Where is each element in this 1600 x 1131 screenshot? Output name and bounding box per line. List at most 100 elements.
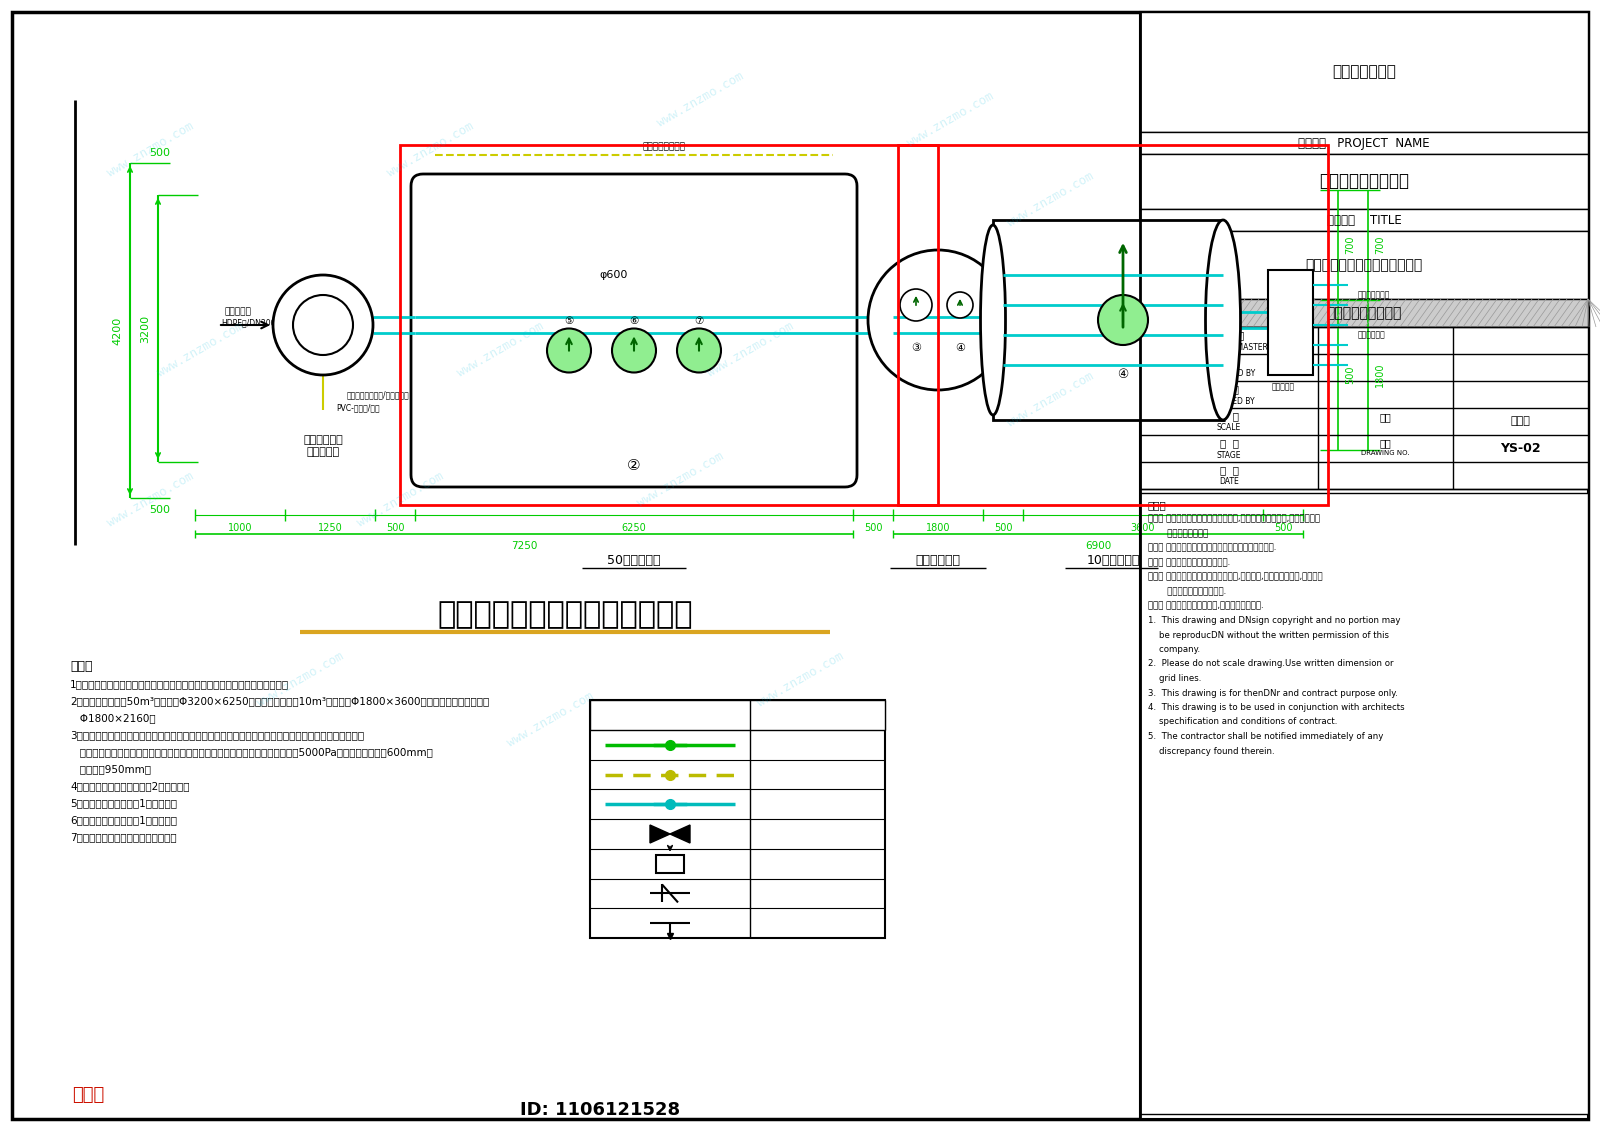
Bar <box>400 145 938 506</box>
FancyBboxPatch shape <box>411 174 858 487</box>
Circle shape <box>947 292 973 318</box>
Text: ⑥: ⑥ <box>629 316 638 326</box>
Text: 图号: 图号 <box>1379 438 1390 448</box>
Text: 雨水收集与利用系统平面布置图: 雨水收集与利用系统平面布置图 <box>1306 258 1422 271</box>
Text: TECHNICAL MASTER: TECHNICAL MASTER <box>1190 343 1267 352</box>
Text: 1250: 1250 <box>318 523 342 533</box>
Bar <box>1139 231 1587 299</box>
Circle shape <box>1098 295 1149 345</box>
Text: 3、本系统的雨水收集蓄水池、清水池、设备间全部采用玻璃钢材质，均由整体和封头组成，管体采用缠和: 3、本系统的雨水收集蓄水池、清水池、设备间全部采用玻璃钢材质，均由整体和封头组成… <box>70 729 365 740</box>
Text: 2.  Please do not scale drawing.Use written dimension or: 2. Please do not scale drawing.Use writt… <box>1149 659 1394 668</box>
Text: 设  计: 设 计 <box>1219 385 1238 394</box>
Text: 4200: 4200 <box>112 317 122 345</box>
Text: 由业主接入: 由业主接入 <box>224 308 251 317</box>
Text: 4.  This drawing is to be used in conjunction with architects: 4. This drawing is to be used in conjunc… <box>1149 703 1405 713</box>
Text: www.znzmo.com: www.znzmo.com <box>904 90 995 150</box>
Text: 给水管: 给水管 <box>805 737 830 752</box>
Text: www.znzmo.com: www.znzmo.com <box>704 320 795 380</box>
Text: www.znzmo.com: www.znzmo.com <box>1005 170 1096 230</box>
Text: PVC-排水管/排阻: PVC-排水管/排阻 <box>336 404 379 413</box>
Text: （一） 此设计图纸之版权归本公司所有,著有本公司书面批准,任何都份不得: （一） 此设计图纸之版权归本公司所有,著有本公司书面批准,任何都份不得 <box>1149 515 1320 524</box>
Text: 500: 500 <box>864 523 882 533</box>
Text: www.znzmo.com: www.znzmo.com <box>104 470 195 530</box>
Text: 注意：: 注意： <box>1149 500 1166 510</box>
Text: 1.  This drawing and DNsign copyright and no portion may: 1. This drawing and DNsign copyright and… <box>1149 616 1400 625</box>
Text: www.znzmo.com: www.znzmo.com <box>355 470 445 530</box>
Text: www.znzmo.com: www.znzmo.com <box>654 70 746 130</box>
Text: 6、玻璃钢清水池：设置1个检修口；: 6、玻璃钢清水池：设置1个检修口； <box>70 815 178 824</box>
Bar <box>1139 154 1587 209</box>
Text: ②: ② <box>627 458 642 473</box>
Text: （四） 使用此图时应同时参照建筑图纸,结构图纸,及其它有关图纸,施工说明: （四） 使用此图时应同时参照建筑图纸,结构图纸,及其它有关图纸,施工说明 <box>1149 572 1323 581</box>
Text: ④: ④ <box>1117 369 1128 381</box>
Text: 500: 500 <box>1346 365 1355 385</box>
Bar <box>1139 327 1587 489</box>
Text: www.znzmo.com: www.znzmo.com <box>155 320 245 380</box>
Text: 小循环处理用水: 小循环处理用水 <box>1358 291 1390 300</box>
Text: 技术出图专用章: 技术出图专用章 <box>1333 64 1395 79</box>
Text: 污水管: 污水管 <box>805 768 830 782</box>
Bar <box>590 700 885 729</box>
Circle shape <box>899 290 931 321</box>
Text: www.znzmo.com: www.znzmo.com <box>635 450 725 510</box>
Text: 2、蓄水池容积约为50m³，尺寸为Φ3200×6250。清水池容积约为10m³，尺寸为Φ1800×3600，玻璃钢设备间，尺寸为: 2、蓄水池容积约为50m³，尺寸为Φ3200×6250。清水池容积约为10m³，… <box>70 696 490 706</box>
Polygon shape <box>670 824 690 843</box>
Text: 1800: 1800 <box>1374 363 1386 387</box>
Bar <box>590 700 885 938</box>
Text: 审  核: 审 核 <box>1219 357 1238 366</box>
Text: 7250: 7250 <box>510 541 538 551</box>
Text: www.znzmo.com: www.znzmo.com <box>104 120 195 180</box>
Text: discrepancy found therein.: discrepancy found therein. <box>1149 746 1275 756</box>
Circle shape <box>677 328 722 372</box>
Text: 专业负责人: 专业负责人 <box>1213 330 1245 340</box>
Bar <box>898 145 1328 506</box>
Text: （二） 如须以比例量度此图，一切使图内数字所示为准.: （二） 如须以比例量度此图，一切使图内数字所示为准. <box>1149 544 1277 553</box>
Bar <box>994 221 1222 420</box>
Text: 3600: 3600 <box>1131 523 1155 533</box>
Text: 500: 500 <box>994 523 1013 533</box>
Text: STAGE: STAGE <box>1216 450 1242 459</box>
Text: 1000: 1000 <box>227 523 253 533</box>
Text: 1、本图仅为雨水收集系统平面布置示意图，具体可根据实际位置和系统调整；: 1、本图仅为雨水收集系统平面布置示意图，具体可根据实际位置和系统调整； <box>70 679 290 689</box>
Text: 项目名称   PROJECT  NAME: 项目名称 PROJECT NAME <box>1298 137 1430 149</box>
Text: ⑤: ⑤ <box>565 316 574 326</box>
Text: 雨水回收与利用项目: 雨水回收与利用项目 <box>1318 172 1410 190</box>
Text: DATE: DATE <box>1219 477 1238 486</box>
Bar <box>1139 209 1587 231</box>
Text: ④: ④ <box>955 343 965 353</box>
Bar <box>1139 12 1587 132</box>
Text: 一体化设备: 一体化设备 <box>307 447 339 457</box>
Text: HDPE管/DN300: HDPE管/DN300 <box>221 319 275 328</box>
Bar <box>1139 12 1587 1119</box>
Circle shape <box>867 250 1008 390</box>
Text: ③: ③ <box>910 343 922 353</box>
Bar <box>1139 299 1587 327</box>
Text: APPROVED BY: APPROVED BY <box>1202 370 1256 379</box>
Text: Y型过滤器: Y型过滤器 <box>797 916 838 930</box>
Text: grid lines.: grid lines. <box>1149 674 1202 683</box>
Text: Φ1800×2160；: Φ1800×2160； <box>70 713 155 723</box>
Text: be reproducDN without the written permission of this: be reproducDN without the written permis… <box>1149 630 1389 639</box>
Text: 500: 500 <box>386 523 405 533</box>
Text: 专业: 专业 <box>1379 412 1390 422</box>
Text: 1800: 1800 <box>926 523 950 533</box>
Text: 700: 700 <box>1346 235 1355 254</box>
Text: 6250: 6250 <box>622 523 646 533</box>
Text: YS-02: YS-02 <box>1499 441 1541 455</box>
Text: 4、玻璃钢雨水蓄水池：设置2个检修口；: 4、玻璃钢雨水蓄水池：设置2个检修口； <box>70 782 189 791</box>
Circle shape <box>547 328 590 372</box>
Text: www.znzmo.com: www.znzmo.com <box>755 650 845 710</box>
Text: company.: company. <box>1149 645 1200 654</box>
Bar <box>1139 493 1587 1114</box>
Text: 截污弃流过滤: 截污弃流过滤 <box>302 435 342 444</box>
Text: 700: 700 <box>1374 235 1386 254</box>
Text: 自来水补水给: 自来水补水给 <box>1358 330 1386 339</box>
Text: 500: 500 <box>1274 523 1293 533</box>
Text: 弃流管接至雨水井/下雨水方井: 弃流管接至雨水井/下雨水方井 <box>347 390 410 399</box>
Text: 50立方蓄水池: 50立方蓄水池 <box>608 553 661 567</box>
Text: 玻璃钢设备间: 玻璃钢设备间 <box>915 553 960 567</box>
Text: 及合约内列明的各项条件.: 及合约内列明的各项条件. <box>1149 587 1226 596</box>
Text: 图例: 图例 <box>661 708 678 723</box>
Text: 7、系统全部采用地埋式的施工方案。: 7、系统全部采用地埋式的施工方案。 <box>70 832 176 841</box>
Text: 名称: 名称 <box>810 708 827 723</box>
